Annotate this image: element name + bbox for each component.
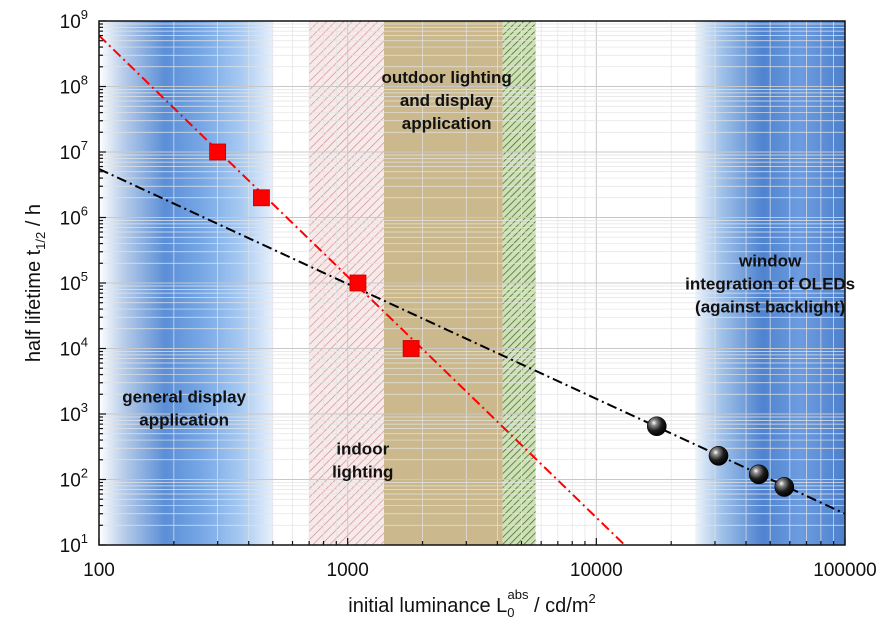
region-label-line: window	[738, 251, 802, 270]
region-label-line: lighting	[332, 463, 393, 482]
y-tick-label: 106	[60, 204, 88, 230]
y-tick-exponent: 3	[81, 400, 88, 415]
y-axis-title-unit: / h	[23, 204, 45, 232]
red-square-point	[209, 143, 227, 161]
y-tick-label: 108	[60, 73, 88, 99]
black-sphere-point	[774, 477, 795, 497]
y-tick-label: 101	[60, 531, 88, 557]
region-label-line: (against backlight)	[695, 297, 845, 316]
y-tick-base: 10	[60, 78, 81, 99]
y-tick-base: 10	[60, 143, 81, 164]
y-axis-title: half lifetime t1/2 / h	[23, 204, 48, 362]
y-tick-exponent: 5	[81, 269, 88, 284]
x-axis-title-sup: abs	[508, 587, 529, 602]
x-axis-title: initial luminance L0 abs / cd/m2	[348, 587, 595, 620]
red-square-point	[349, 274, 367, 292]
region-label-line: general display	[122, 388, 246, 407]
region-label-line: outdoor lighting	[381, 68, 511, 87]
y-tick-label: 102	[60, 466, 88, 492]
y-tick-exponent: 2	[81, 466, 88, 481]
x-tick-label: 100	[83, 560, 115, 581]
y-axis-title-main: half lifetime t	[23, 249, 45, 362]
y-tick-base: 10	[60, 274, 81, 295]
region-label-line: application	[139, 411, 229, 430]
y-tick-label: 103	[60, 400, 88, 426]
region-label-line: application	[402, 114, 492, 133]
y-tick-exponent: 1	[81, 531, 88, 546]
red-square-point	[253, 189, 270, 207]
y-tick-base: 10	[60, 209, 81, 230]
y-tick-exponent: 9	[81, 7, 88, 22]
y-tick-base: 10	[60, 536, 81, 557]
black-sphere-point	[708, 446, 729, 466]
y-axis-title-sub: 1/2	[33, 232, 48, 250]
x-axis-title-sub: 0	[507, 605, 514, 620]
points-layer	[209, 143, 795, 497]
y-tick-base: 10	[60, 405, 81, 426]
tick-layer	[98, 20, 846, 546]
y-tick-exponent: 8	[81, 73, 88, 88]
black-sphere-point	[646, 416, 667, 437]
y-tick-label: 107	[60, 138, 88, 164]
region-label-line: integration of OLEDs	[685, 274, 855, 293]
x-axis-title-unit: / cd/m	[528, 595, 588, 617]
y-tick-base: 10	[60, 471, 81, 492]
y-tick-base: 10	[60, 12, 81, 33]
x-axis-title-unit-sup: 2	[588, 591, 595, 606]
region-label-line: and display	[400, 91, 494, 110]
region-label-line: indoor	[336, 440, 389, 459]
red-square-point	[402, 340, 420, 357]
x-axis-title-main: initial luminance L	[348, 595, 507, 617]
y-tick-label: 109	[60, 7, 88, 33]
y-tick-exponent: 4	[81, 335, 88, 350]
y-tick-exponent: 6	[81, 204, 88, 219]
x-tick-label: 100000	[813, 560, 876, 581]
x-tick-label: 1000	[327, 560, 369, 581]
tick-label-layer: 100 1000 10000 1000001011021031041051061071…	[60, 7, 877, 581]
y-tick-exponent: 7	[81, 138, 88, 153]
x-tick-label: 10000	[570, 560, 623, 581]
y-tick-label: 105	[60, 269, 88, 295]
region-labels-layer: general display application indoor lighting…	[122, 68, 855, 481]
y-tick-base: 10	[60, 340, 81, 361]
black-sphere-point	[748, 464, 769, 485]
y-tick-label: 104	[60, 335, 88, 361]
grid-layer	[99, 21, 845, 545]
